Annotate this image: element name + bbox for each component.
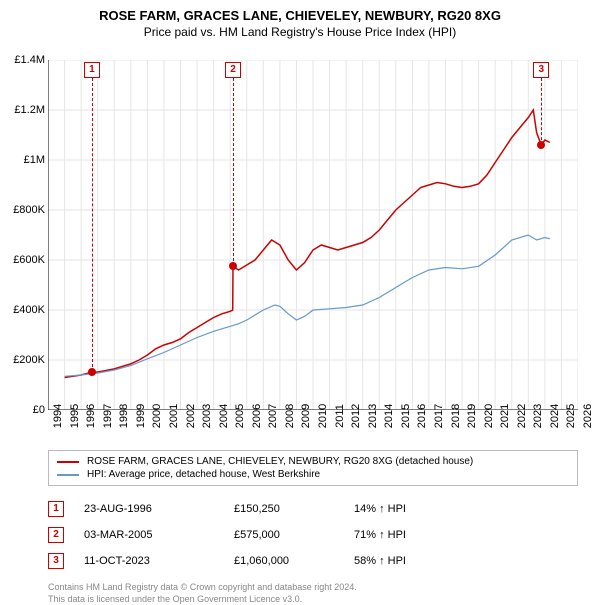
legend-row: ROSE FARM, GRACES LANE, CHIEVELEY, NEWBU… [57,455,569,468]
legend-box: ROSE FARM, GRACES LANE, CHIEVELEY, NEWBU… [48,450,578,486]
legend-swatch [57,461,79,463]
transaction-marker: 2 [48,527,64,543]
marker-dashline [233,78,234,266]
marker-dashline [541,78,542,145]
legend-and-footer: ROSE FARM, GRACES LANE, CHIEVELEY, NEWBU… [48,450,578,605]
legend-swatch [57,474,79,476]
x-tick-label: 2006 [251,404,263,428]
marker-dot [88,368,96,376]
y-tick-label: £1.2M [0,104,45,116]
x-tick-label: 2010 [317,404,329,428]
marker-dot [229,262,237,270]
transaction-pct: 71% ↑ HPI [354,529,474,541]
x-tick-label: 2017 [433,404,445,428]
x-tick-label: 2025 [565,404,577,428]
y-tick-label: £800K [0,204,45,216]
x-tick-label: 2008 [284,404,296,428]
footer-attribution: Contains HM Land Registry data © Crown c… [48,582,578,605]
footer-line-1: Contains HM Land Registry data © Crown c… [48,582,578,594]
x-tick-label: 1996 [85,404,97,428]
x-tick-label: 2019 [466,404,478,428]
transaction-row: 1 23-AUG-1996£150,25014% ↑ HPI [48,496,578,522]
transaction-date: 03-MAR-2005 [84,529,234,541]
x-tick-label: 2020 [483,404,495,428]
chart-title: ROSE FARM, GRACES LANE, CHIEVELEY, NEWBU… [0,0,600,23]
chart-area [48,60,578,410]
x-tick-label: 1994 [52,404,64,428]
y-tick-label: £1.4M [0,54,45,66]
marker-dot [537,141,545,149]
y-tick-label: £200K [0,354,45,366]
series-blue [65,235,550,376]
series-red [65,110,550,378]
marker-box: 3 [533,62,549,78]
transaction-price: £575,000 [234,529,354,541]
y-tick-label: £600K [0,254,45,266]
chart-plot [48,60,578,410]
x-tick-label: 2026 [582,404,594,428]
x-tick-label: 2011 [334,404,346,428]
transaction-date: 23-AUG-1996 [84,503,234,515]
x-tick-label: 2012 [350,404,362,428]
transaction-pct: 14% ↑ HPI [354,503,474,515]
transaction-marker: 1 [48,501,64,517]
transaction-price: £150,250 [234,503,354,515]
x-tick-label: 2000 [151,404,163,428]
y-tick-label: £1M [0,154,45,166]
footer-line-2: This data is licensed under the Open Gov… [48,594,578,605]
x-tick-label: 1999 [135,404,147,428]
x-tick-label: 2002 [185,404,197,428]
x-tick-label: 2022 [516,404,528,428]
x-tick-label: 2013 [367,404,379,428]
legend-label: HPI: Average price, detached house, West… [87,469,320,480]
x-tick-label: 2024 [549,404,561,428]
x-tick-label: 1998 [118,404,130,428]
legend-label: ROSE FARM, GRACES LANE, CHIEVELEY, NEWBU… [87,456,473,467]
marker-box: 2 [225,62,241,78]
transaction-row: 3 11-OCT-2023£1,060,00058% ↑ HPI [48,548,578,574]
transaction-date: 11-OCT-2023 [84,555,234,567]
x-tick-label: 1995 [69,404,81,428]
x-tick-label: 2009 [300,404,312,428]
x-tick-label: 2014 [383,404,395,428]
chart-container: ROSE FARM, GRACES LANE, CHIEVELEY, NEWBU… [0,0,600,590]
x-tick-label: 2005 [234,404,246,428]
chart-subtitle: Price paid vs. HM Land Registry's House … [0,23,600,43]
x-tick-label: 2021 [499,404,511,428]
transaction-marker: 3 [48,553,64,569]
transaction-row: 2 03-MAR-2005£575,00071% ↑ HPI [48,522,578,548]
x-tick-label: 1997 [102,404,114,428]
legend-row: HPI: Average price, detached house, West… [57,468,569,481]
x-tick-label: 2016 [416,404,428,428]
x-tick-label: 2004 [218,404,230,428]
y-tick-label: £400K [0,304,45,316]
transaction-pct: 58% ↑ HPI [354,555,474,567]
marker-dashline [92,78,93,372]
x-tick-label: 2015 [400,404,412,428]
x-tick-label: 2003 [201,404,213,428]
marker-box: 1 [84,62,100,78]
x-tick-label: 2018 [450,404,462,428]
transaction-price: £1,060,000 [234,555,354,567]
transaction-table: 1 23-AUG-1996£150,25014% ↑ HPI 2 03-MAR-200… [48,496,578,574]
x-tick-label: 2023 [532,404,544,428]
y-tick-label: £0 [0,404,45,416]
x-tick-label: 2007 [267,404,279,428]
x-tick-label: 2001 [168,404,180,428]
